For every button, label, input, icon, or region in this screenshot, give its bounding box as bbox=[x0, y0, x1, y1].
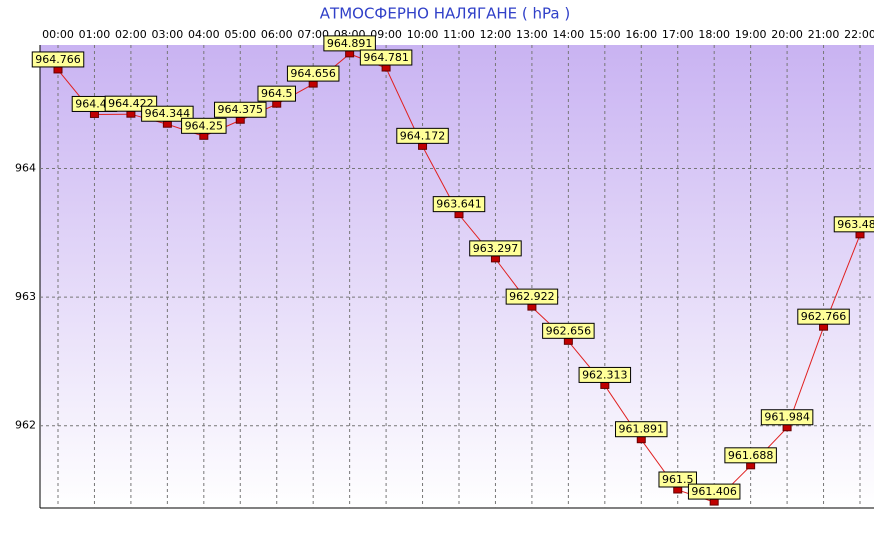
data-label-box bbox=[31, 51, 85, 68]
marker bbox=[600, 381, 610, 389]
data-label: 964.375 bbox=[218, 103, 264, 116]
data-label-box bbox=[257, 85, 296, 102]
x-tick-label: 20:00 bbox=[771, 28, 803, 41]
x-tick-label: 01:00 bbox=[79, 28, 111, 41]
data-label: 961.984 bbox=[764, 411, 810, 424]
data-label-box bbox=[323, 35, 376, 52]
x-tick-label: 03:00 bbox=[152, 28, 184, 41]
marker bbox=[162, 120, 172, 128]
x-tick-label: 11:00 bbox=[443, 28, 475, 41]
data-label-box bbox=[396, 127, 449, 144]
data-label-box bbox=[658, 471, 697, 488]
data-label: 963.297 bbox=[473, 242, 519, 255]
x-tick-label: 09:00 bbox=[370, 28, 402, 41]
marker bbox=[673, 486, 683, 494]
marker bbox=[53, 66, 63, 74]
marker bbox=[89, 110, 99, 118]
data-label-box bbox=[469, 240, 522, 257]
x-tick-label: 18:00 bbox=[698, 28, 730, 41]
data-label: 964.25 bbox=[185, 119, 224, 132]
x-tick-label: 17:00 bbox=[662, 28, 694, 41]
data-label-box bbox=[505, 288, 559, 305]
data-label: 964.344 bbox=[145, 107, 191, 120]
chart-title: АТМОСФЕРНО НАЛЯГАНЕ ( hPa ) bbox=[320, 5, 570, 23]
marker bbox=[308, 80, 318, 88]
data-label: 962.922 bbox=[509, 290, 555, 303]
marker bbox=[636, 436, 646, 444]
data-label-box bbox=[286, 65, 340, 82]
marker bbox=[855, 231, 865, 239]
data-label-box bbox=[760, 409, 814, 426]
marker bbox=[345, 50, 355, 58]
y-tick-label: 962 bbox=[15, 419, 36, 432]
data-label: 962.656 bbox=[546, 324, 592, 337]
marker bbox=[199, 132, 209, 140]
x-tick-label: 19:00 bbox=[735, 28, 767, 41]
x-tick-label: 02:00 bbox=[115, 28, 147, 41]
data-label-box bbox=[542, 322, 595, 339]
x-tick-label: 12:00 bbox=[480, 28, 512, 41]
marker bbox=[782, 424, 792, 432]
x-tick-label: 13:00 bbox=[516, 28, 548, 41]
x-tick-label: 07:00 bbox=[297, 28, 329, 41]
data-label: 964.656 bbox=[290, 67, 336, 80]
data-label: 964.781 bbox=[363, 51, 409, 64]
x-tick-label: 06:00 bbox=[261, 28, 293, 41]
data-label: 963.641 bbox=[436, 198, 482, 211]
y-tick-label: 963 bbox=[15, 290, 36, 303]
data-label: 962.766 bbox=[801, 310, 847, 323]
data-label-box bbox=[359, 49, 413, 66]
marker bbox=[381, 64, 391, 72]
x-tick-label: 22:00 bbox=[844, 28, 874, 41]
data-label-box bbox=[615, 421, 668, 438]
x-tick-label: 15:00 bbox=[589, 28, 621, 41]
marker bbox=[235, 116, 245, 124]
data-label: 961.688 bbox=[728, 449, 774, 462]
data-label-box bbox=[833, 216, 874, 233]
marker bbox=[418, 142, 428, 150]
plot-area bbox=[40, 45, 874, 508]
data-label-box bbox=[214, 101, 267, 118]
data-label-box bbox=[797, 308, 850, 325]
x-tick-label: 14:00 bbox=[553, 28, 585, 41]
data-label-box bbox=[181, 117, 227, 134]
marker bbox=[454, 211, 464, 219]
data-label: 964.891 bbox=[327, 37, 373, 50]
data-label-box bbox=[687, 483, 741, 500]
data-label: 961.5 bbox=[662, 473, 694, 486]
marker bbox=[126, 110, 136, 118]
marker bbox=[563, 337, 573, 345]
marker bbox=[819, 323, 829, 331]
data-label: 964.5 bbox=[261, 87, 293, 100]
data-label-box bbox=[432, 196, 486, 213]
data-label: 963.484 bbox=[837, 218, 874, 231]
data-label: 961.891 bbox=[619, 423, 665, 436]
marker bbox=[527, 303, 537, 311]
data-label: 964.172 bbox=[400, 129, 446, 142]
data-label-box bbox=[724, 447, 777, 464]
x-tick-label: 16:00 bbox=[625, 28, 657, 41]
marker bbox=[746, 462, 756, 470]
marker bbox=[272, 100, 282, 108]
y-tick-label: 964 bbox=[15, 161, 36, 174]
data-label-box bbox=[141, 105, 194, 122]
x-tick-label: 05:00 bbox=[224, 28, 256, 41]
data-label: 964.766 bbox=[35, 53, 81, 66]
x-tick-label: 00:00 bbox=[42, 28, 74, 41]
marker bbox=[709, 498, 719, 506]
x-tick-label: 21:00 bbox=[808, 28, 840, 41]
data-label-box bbox=[578, 366, 632, 383]
x-tick-label: 04:00 bbox=[188, 28, 220, 41]
x-tick-label: 10:00 bbox=[407, 28, 439, 41]
marker bbox=[490, 255, 500, 263]
data-label: 962.313 bbox=[582, 368, 628, 381]
data-label: 961.406 bbox=[691, 485, 737, 498]
data-label: 964.42 bbox=[75, 97, 114, 110]
